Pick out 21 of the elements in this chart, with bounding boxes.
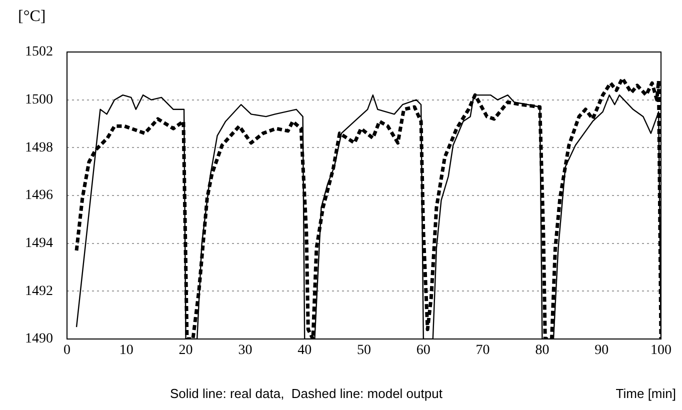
x-tick-label: 80 — [535, 343, 550, 358]
text: Solid line: real data, Dashed line: model output — [170, 386, 442, 401]
x-tick-label: 90 — [594, 343, 609, 358]
y-tick-label: 1496 — [25, 188, 53, 204]
x-tick-label: 30 — [238, 343, 252, 358]
y-tick-label: 1502 — [25, 44, 53, 60]
x-axis-title: Time [min] — [616, 386, 676, 401]
y-axis-title: [°C] — [18, 8, 46, 26]
x-tick-label: 40 — [298, 343, 312, 358]
y-tick-label: 1498 — [25, 140, 53, 156]
y-tick-label: 1500 — [25, 92, 53, 108]
x-tick-label: 0 — [64, 343, 70, 358]
x-tick-label: 50 — [357, 343, 371, 358]
x-tick-label: 70 — [476, 343, 490, 358]
x-tick-label: 100 — [650, 343, 672, 358]
x-tick-label: 60 — [416, 343, 430, 358]
y-tick-label: 1492 — [25, 284, 53, 299]
y-tick-label: 1490 — [25, 332, 53, 347]
y-tick-label: 1494 — [25, 236, 53, 252]
x-tick-label: 20 — [178, 343, 193, 358]
x-tick-label: 10 — [119, 343, 134, 358]
